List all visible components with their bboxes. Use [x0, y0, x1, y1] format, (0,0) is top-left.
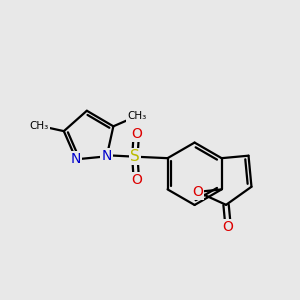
Text: O: O	[192, 185, 203, 199]
Text: N: N	[71, 152, 81, 166]
Text: N: N	[102, 149, 112, 163]
Text: CH₃: CH₃	[127, 111, 146, 121]
Text: CH₃: CH₃	[29, 121, 49, 131]
Text: O: O	[223, 220, 234, 234]
Text: O: O	[131, 173, 142, 187]
Text: S: S	[130, 149, 140, 164]
Text: O: O	[131, 127, 142, 140]
